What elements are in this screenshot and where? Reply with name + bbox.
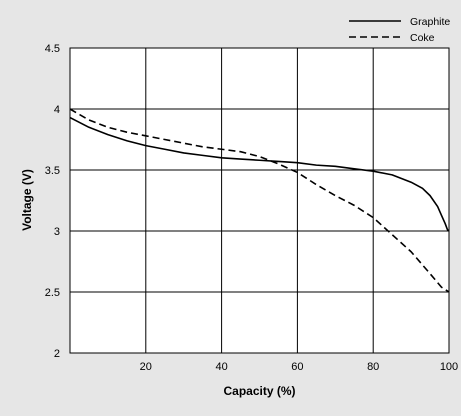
x-tick-labels: 20 40 60 80 100: [140, 361, 459, 373]
y-tick-label: 4: [54, 104, 60, 116]
legend-label-graphite: Graphite: [410, 16, 450, 28]
x-axis-label: Capacity (%): [223, 384, 295, 398]
y-tick-label: 2: [54, 348, 60, 360]
x-tick-label: 80: [367, 361, 379, 373]
x-tick-label: 20: [140, 361, 152, 373]
x-tick-label: 40: [215, 361, 227, 373]
plot-frame: [69, 47, 450, 354]
y-tick-label: 4.5: [45, 43, 60, 55]
y-tick-labels: 2 2.5 3 3.5 4 4.5: [45, 43, 60, 360]
series-lines: [69, 108, 450, 293]
y-axis-label: Voltage (V): [20, 169, 34, 231]
x-tick-label: 100: [440, 361, 458, 373]
series-line-coke: [69, 108, 450, 293]
y-tick-label: 3.5: [45, 165, 60, 177]
legend-label-coke: Coke: [410, 32, 435, 44]
y-tick-label: 2.5: [45, 287, 60, 299]
plot-area: [70, 48, 449, 353]
x-tick-label: 60: [291, 361, 303, 373]
series-line-graphite: [69, 116, 450, 232]
y-tick-label: 3: [54, 226, 60, 238]
legend: Graphite Coke: [349, 16, 450, 44]
